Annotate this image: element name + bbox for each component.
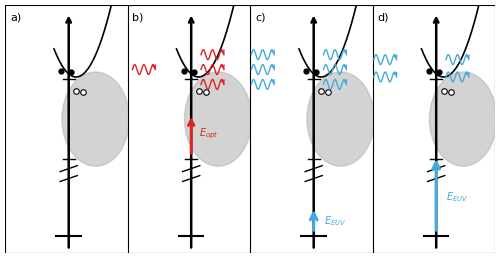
Text: a): a) [10,13,21,23]
Text: d): d) [378,13,389,23]
Ellipse shape [307,72,374,166]
Ellipse shape [430,72,497,166]
Text: Core-hole
state (E$_C$): Core-hole state (E$_C$) [0,223,1,248]
Text: b): b) [132,13,144,23]
FancyBboxPatch shape [128,5,250,253]
Text: c): c) [255,13,266,23]
Text: $E_{EUV}$: $E_{EUV}$ [446,190,468,204]
Text: $E_{opt}$: $E_{opt}$ [198,127,218,141]
Ellipse shape [184,72,252,166]
FancyBboxPatch shape [5,5,128,253]
Ellipse shape [62,72,130,166]
Text: $E_{EUV}$: $E_{EUV}$ [324,214,346,228]
FancyBboxPatch shape [250,5,372,253]
FancyBboxPatch shape [372,5,495,253]
